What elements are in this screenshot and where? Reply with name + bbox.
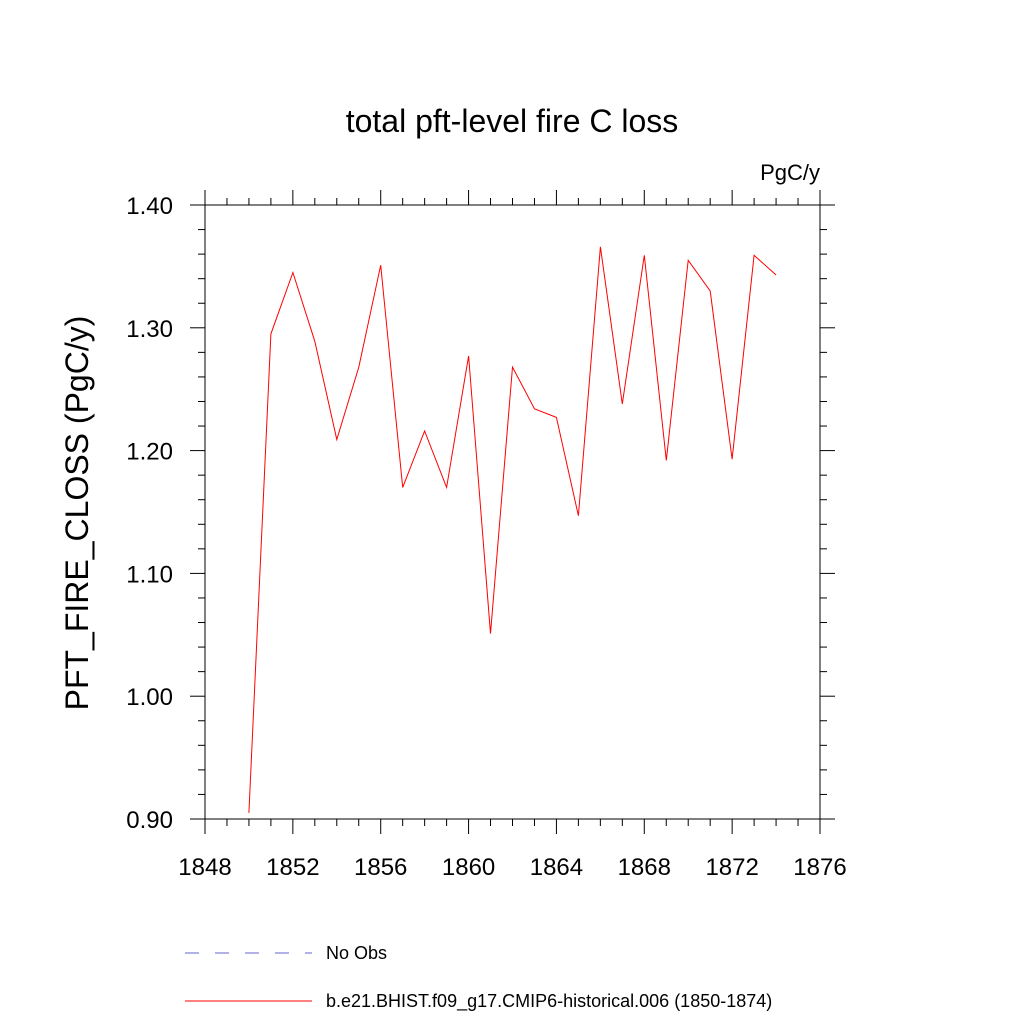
- units-label: PgC/y: [760, 160, 820, 185]
- y-tick-label: 1.10: [126, 561, 173, 588]
- x-tick-label: 1872: [705, 854, 758, 881]
- y-tick-label: 1.20: [126, 439, 173, 466]
- plot-frame: [204, 204, 821, 820]
- x-axis-tick-labels: 1848 1852 1856 1860 1864 1868 1872 1876: [178, 854, 846, 881]
- x-tick-label: 1876: [793, 854, 846, 881]
- y-tick-label: 0.90: [126, 807, 173, 834]
- y-tick-label: 1.30: [126, 316, 173, 343]
- y-axis-tick-labels: 0.90 1.00 1.10 1.20 1.30 1.40: [126, 193, 173, 834]
- x-tick-label: 1864: [530, 854, 583, 881]
- x-tick-label: 1860: [442, 854, 495, 881]
- x-axis-ticks: [204, 190, 821, 834]
- x-tick-label: 1856: [354, 854, 407, 881]
- y-tick-label: 1.40: [126, 193, 173, 220]
- y-axis-ticks: [190, 204, 835, 820]
- y-axis-label: PFT_FIRE_CLOSS (PgC/y): [59, 316, 95, 711]
- x-tick-label: 1852: [266, 854, 319, 881]
- x-tick-label: 1868: [618, 854, 671, 881]
- y-tick-label: 1.00: [126, 684, 173, 711]
- series-line-historical: [248, 246, 777, 813]
- series-layer: [248, 246, 777, 813]
- x-tick-label: 1848: [178, 854, 231, 881]
- legend-label-historical: b.e21.BHIST.f09_g17.CMIP6-historical.006…: [326, 991, 772, 1012]
- legend: No Obs b.e21.BHIST.f09_g17.CMIP6-histori…: [185, 943, 772, 1012]
- legend-label-no-obs: No Obs: [326, 943, 387, 963]
- chart-title: total pft-level fire C loss: [346, 103, 679, 139]
